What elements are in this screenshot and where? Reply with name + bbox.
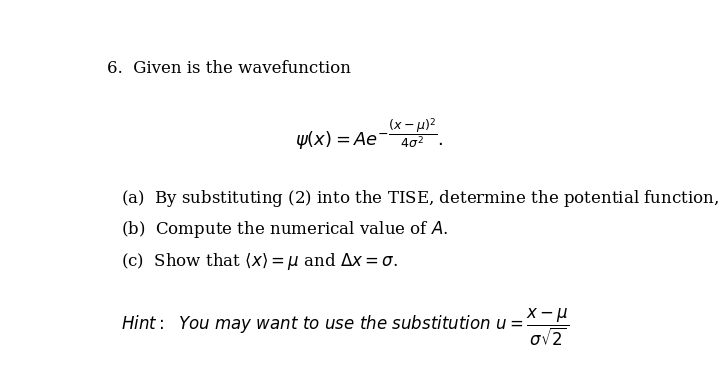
Text: (c)  Show that $\langle x \rangle = \mu$ and $\Delta x = \sigma$.: (c) Show that $\langle x \rangle = \mu$ … [121, 251, 398, 272]
Text: 6.  Given is the wavefunction: 6. Given is the wavefunction [107, 61, 351, 77]
Text: $\mathit{Hint{:}\ \ You\ may\ want\ to\ use\ the\ substitution}\ u = \dfrac{x-\m: $\mathit{Hint{:}\ \ You\ may\ want\ to\ … [121, 307, 569, 348]
Text: (b)  Compute the numerical value of $A$.: (b) Compute the numerical value of $A$. [121, 219, 448, 240]
Text: (a)  By substituting (2) into the TISE, determine the potential function, $V(x)$: (a) By substituting (2) into the TISE, d… [121, 187, 720, 208]
Text: $\psi(x) = Ae^{-\dfrac{(x-\mu)^2}{4\sigma^2}}.$: $\psi(x) = Ae^{-\dfrac{(x-\mu)^2}{4\sigm… [295, 116, 443, 152]
